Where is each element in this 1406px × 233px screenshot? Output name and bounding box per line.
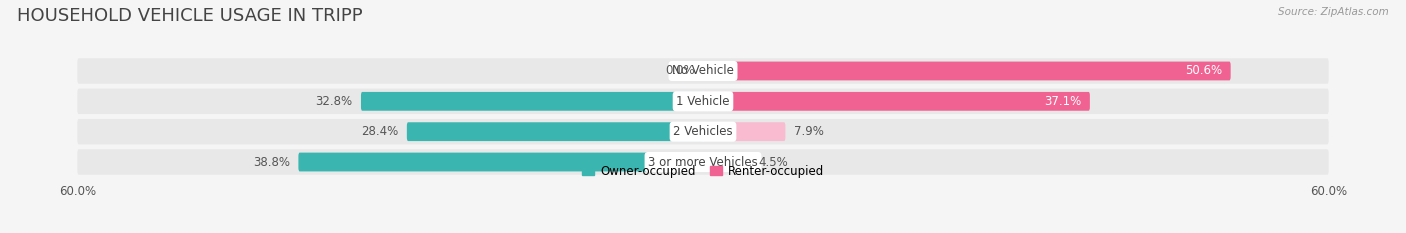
Text: 38.8%: 38.8% (253, 155, 290, 168)
FancyBboxPatch shape (406, 122, 703, 141)
Text: 1 Vehicle: 1 Vehicle (676, 95, 730, 108)
Text: 2 Vehicles: 2 Vehicles (673, 125, 733, 138)
FancyBboxPatch shape (77, 119, 1329, 144)
FancyBboxPatch shape (361, 92, 703, 111)
FancyBboxPatch shape (703, 62, 1230, 80)
Text: Source: ZipAtlas.com: Source: ZipAtlas.com (1278, 7, 1389, 17)
Text: HOUSEHOLD VEHICLE USAGE IN TRIPP: HOUSEHOLD VEHICLE USAGE IN TRIPP (17, 7, 363, 25)
FancyBboxPatch shape (703, 153, 749, 171)
FancyBboxPatch shape (298, 153, 703, 171)
Text: 37.1%: 37.1% (1045, 95, 1081, 108)
FancyBboxPatch shape (77, 149, 1329, 175)
FancyBboxPatch shape (77, 89, 1329, 114)
Text: 50.6%: 50.6% (1185, 65, 1222, 78)
Text: 28.4%: 28.4% (361, 125, 398, 138)
FancyBboxPatch shape (703, 92, 1090, 111)
Text: 32.8%: 32.8% (315, 95, 353, 108)
Text: 4.5%: 4.5% (758, 155, 787, 168)
Text: 3 or more Vehicles: 3 or more Vehicles (648, 155, 758, 168)
Legend: Owner-occupied, Renter-occupied: Owner-occupied, Renter-occupied (578, 160, 828, 182)
Text: 7.9%: 7.9% (794, 125, 824, 138)
Text: No Vehicle: No Vehicle (672, 65, 734, 78)
Text: 0.0%: 0.0% (665, 65, 695, 78)
FancyBboxPatch shape (703, 122, 786, 141)
FancyBboxPatch shape (77, 58, 1329, 84)
